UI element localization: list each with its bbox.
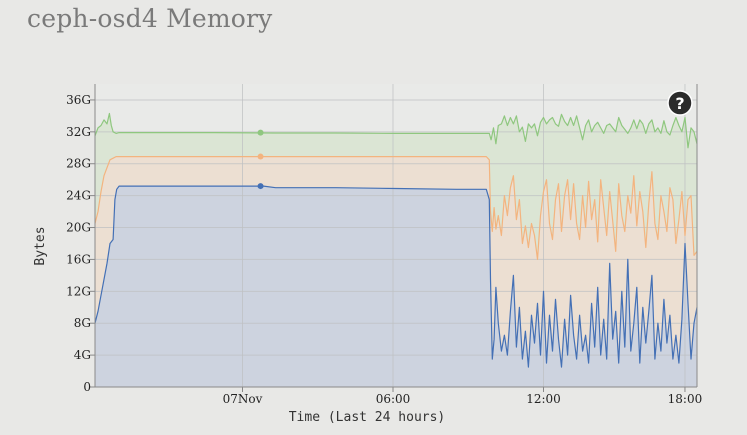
x-tick-label: 07Nov	[223, 392, 263, 406]
x-tick-label: 12:00	[526, 392, 561, 406]
y-tick-label: 28G	[66, 157, 91, 171]
series-marker-2	[257, 153, 264, 160]
x-tick-label: 06:00	[376, 392, 411, 406]
series-line-1	[94, 112, 698, 149]
y-tick-label: 4G	[74, 348, 91, 362]
help-icon[interactable]: ?	[667, 90, 693, 116]
y-tick-label: 0	[83, 380, 91, 394]
y-tick-label: 8G	[74, 316, 91, 330]
series-line-3	[94, 185, 698, 368]
help-icon-glyph: ?	[675, 94, 684, 113]
y-tick-label: 16G	[66, 252, 91, 266]
y-tick-label: 12G	[66, 284, 91, 298]
series-marker-1	[257, 129, 264, 136]
help-icon-circle	[667, 90, 693, 116]
x-tick-label: 18:00	[668, 392, 703, 406]
x-axis-title: Time (Last 24 hours)	[289, 410, 446, 425]
page-title: ceph-osd4 Memory	[27, 4, 273, 33]
y-tick-label: 32G	[66, 125, 91, 139]
series-marker-3	[257, 183, 264, 190]
series-line-2	[94, 156, 698, 260]
y-axis-title: Bytes	[33, 226, 48, 265]
series-area-3	[95, 186, 697, 387]
y-tick-label: 36G	[66, 93, 91, 107]
y-tick-label: 20G	[66, 221, 91, 235]
y-tick-label: 24G	[66, 189, 91, 203]
